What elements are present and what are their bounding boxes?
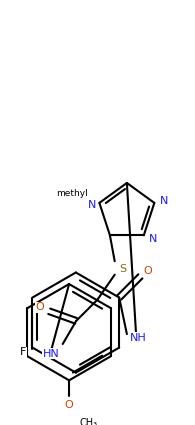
Text: F: F (20, 347, 26, 357)
Text: N: N (160, 196, 168, 206)
Text: N: N (149, 234, 158, 244)
Text: O: O (144, 266, 152, 275)
Text: O: O (35, 303, 44, 312)
Text: O: O (65, 400, 74, 411)
Text: S: S (119, 264, 126, 274)
Text: methyl: methyl (57, 189, 88, 198)
Text: NH: NH (130, 333, 147, 343)
Text: N: N (88, 200, 96, 210)
Text: HN: HN (43, 348, 59, 359)
Text: CH₃: CH₃ (79, 418, 98, 425)
